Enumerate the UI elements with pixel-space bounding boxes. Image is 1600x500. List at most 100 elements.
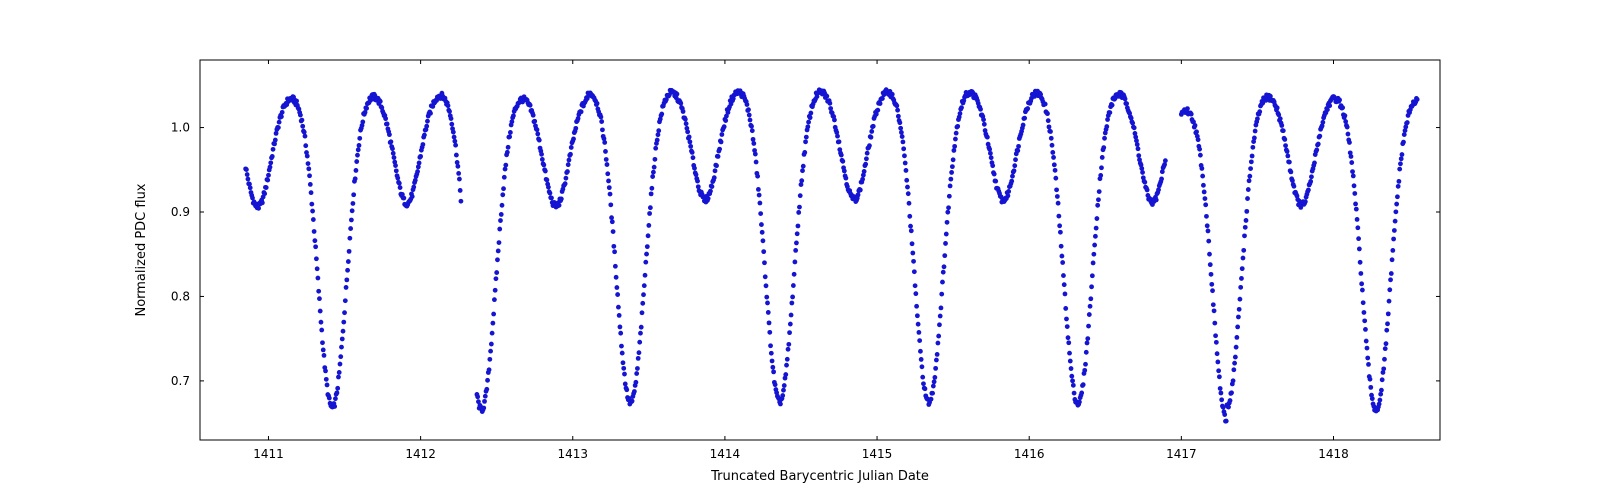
data-point	[318, 309, 323, 314]
data-point	[1400, 152, 1405, 157]
data-point	[923, 386, 928, 391]
data-point	[933, 366, 938, 371]
data-point	[1393, 219, 1398, 224]
data-point	[339, 345, 344, 350]
data-point	[324, 377, 329, 382]
data-point	[1362, 318, 1367, 323]
data-point	[1252, 136, 1257, 141]
data-point	[1358, 271, 1363, 276]
data-point	[1135, 142, 1140, 147]
data-point	[858, 188, 863, 193]
data-point	[1349, 160, 1354, 165]
data-point	[1384, 328, 1389, 333]
data-point	[988, 151, 993, 156]
data-point	[869, 129, 874, 134]
data-point	[929, 397, 934, 402]
data-point	[637, 340, 642, 345]
data-point	[1203, 202, 1208, 207]
data-point	[860, 177, 865, 182]
data-point	[322, 353, 327, 358]
data-point	[913, 283, 918, 288]
data-point	[248, 185, 253, 190]
data-point	[837, 139, 842, 144]
data-point	[621, 360, 626, 365]
data-point	[1055, 194, 1060, 199]
data-point	[1045, 111, 1050, 116]
data-point	[912, 269, 917, 274]
data-point	[490, 331, 495, 336]
data-point	[644, 252, 649, 257]
data-point	[336, 375, 341, 380]
data-point	[537, 138, 542, 143]
data-point	[600, 127, 605, 132]
data-point	[1317, 134, 1322, 139]
data-point	[618, 331, 623, 336]
data-point	[316, 289, 321, 294]
data-point	[917, 330, 922, 335]
data-point	[421, 142, 426, 147]
data-point	[634, 380, 639, 385]
data-point	[1142, 180, 1147, 185]
data-point	[945, 220, 950, 225]
data-point	[710, 184, 715, 189]
data-point	[1123, 97, 1128, 102]
data-point	[635, 366, 640, 371]
data-point	[1208, 262, 1213, 267]
data-point	[863, 162, 868, 167]
data-point	[1200, 174, 1205, 179]
data-point	[1016, 144, 1021, 149]
data-point	[793, 248, 798, 253]
data-point	[532, 119, 537, 124]
data-point	[643, 260, 648, 265]
data-point	[1395, 194, 1400, 199]
data-point	[864, 156, 869, 161]
data-point	[1197, 147, 1202, 152]
data-point	[756, 187, 761, 192]
y-axis-label: Normalized PDC flux	[134, 183, 149, 316]
data-point	[842, 169, 847, 174]
data-point	[762, 260, 767, 265]
data-point	[920, 375, 925, 380]
data-point	[1145, 188, 1150, 193]
data-point	[545, 178, 550, 183]
data-point	[244, 167, 249, 172]
data-point	[1246, 187, 1251, 192]
data-point	[1006, 193, 1011, 198]
data-point	[488, 349, 493, 354]
data-point	[1209, 282, 1214, 287]
data-point	[483, 394, 488, 399]
data-point	[535, 127, 540, 132]
data-point	[605, 162, 610, 167]
data-point	[422, 133, 427, 138]
data-point	[417, 161, 422, 166]
data-point	[1356, 236, 1361, 241]
data-point	[1397, 179, 1402, 184]
data-point	[782, 383, 787, 388]
data-point	[338, 354, 343, 359]
data-point	[794, 241, 799, 246]
data-point	[307, 173, 312, 178]
data-point	[1231, 367, 1236, 372]
data-point	[1257, 109, 1262, 114]
data-point	[869, 135, 874, 140]
data-point	[1206, 239, 1211, 244]
data-point	[265, 178, 270, 183]
data-point	[624, 387, 629, 392]
data-point	[1163, 158, 1168, 163]
data-point	[487, 357, 492, 362]
data-point	[347, 249, 352, 254]
data-point	[309, 202, 314, 207]
data-point	[765, 301, 770, 306]
data-point	[630, 399, 635, 404]
data-point	[355, 153, 360, 158]
data-point	[685, 129, 690, 134]
data-point	[681, 109, 686, 114]
data-point	[913, 291, 918, 296]
data-point	[1370, 396, 1375, 401]
data-point	[1377, 402, 1382, 407]
data-point	[1345, 125, 1350, 130]
data-point	[1082, 368, 1087, 373]
data-point	[1232, 361, 1237, 366]
data-point	[784, 363, 789, 368]
data-point	[1379, 388, 1384, 393]
